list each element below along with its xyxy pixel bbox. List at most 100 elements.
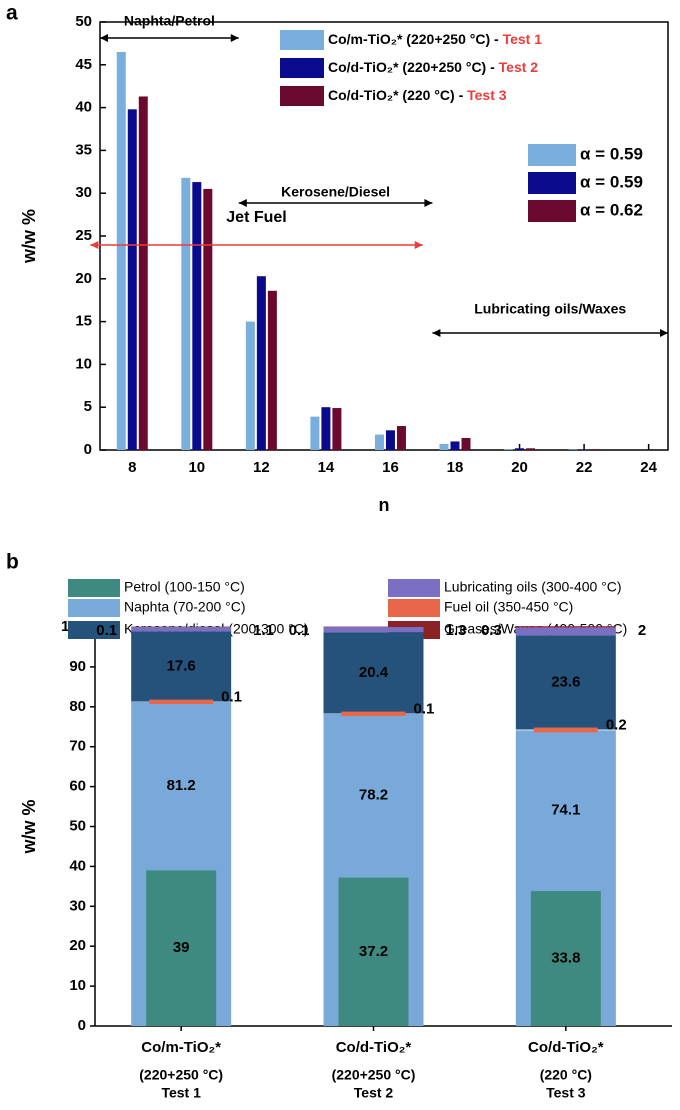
- range-label: Kerosene/Diesel: [281, 184, 390, 200]
- x-tick-test: Test 3: [546, 1085, 586, 1101]
- x-tick-label: 14: [318, 459, 335, 476]
- bar: [450, 441, 460, 450]
- arrow-head: [414, 241, 423, 249]
- bar: [116, 51, 126, 451]
- x-tick-condition: (220+250 °C): [139, 1067, 223, 1083]
- panel-letter: a: [6, 2, 18, 25]
- alpha-swatch: [528, 172, 576, 194]
- legend-swatch: [68, 621, 120, 639]
- bar: [203, 188, 213, 451]
- data-label: 81.2: [167, 777, 196, 794]
- data-label: 0.1: [289, 622, 310, 639]
- data-label: 17.6: [167, 657, 196, 674]
- bar-segment: [323, 632, 424, 714]
- data-label: 23.6: [551, 673, 580, 690]
- x-tick-condition: (220+250 °C): [332, 1067, 416, 1083]
- bar: [504, 449, 514, 450]
- y-tick-label: 10: [69, 977, 86, 994]
- data-label: 78.2: [359, 787, 388, 804]
- alpha-label: α = 0.59: [580, 172, 643, 191]
- bar-segment: [533, 727, 598, 733]
- bar: [267, 290, 277, 450]
- bar: [245, 321, 255, 450]
- bar: [332, 408, 342, 450]
- bar: [256, 276, 266, 450]
- data-label: 0.3: [481, 622, 502, 639]
- arrow-head: [424, 199, 433, 207]
- legend-label: Lubricating oils (300-400 °C): [444, 579, 622, 595]
- bar-segment: [530, 891, 601, 1026]
- x-tick-condition: (220 °C): [540, 1067, 592, 1083]
- y-tick-label: 20: [75, 270, 92, 287]
- y-tick-label: 45: [75, 56, 92, 73]
- bar-segment: [515, 626, 616, 628]
- y-tick-label: 40: [75, 99, 92, 116]
- y-tick-label: 60: [69, 778, 86, 795]
- y-tick-label: 25: [75, 227, 92, 244]
- data-label: 0.2: [606, 717, 627, 734]
- legend-label: Co/d-TiO₂* (220 °C) - Test 3: [328, 87, 507, 103]
- bar: [127, 109, 137, 450]
- legend-swatch: [280, 58, 324, 78]
- y-tick-label: 40: [69, 857, 86, 874]
- x-tick-label: Co/d-TiO₂*: [336, 1039, 412, 1056]
- x-tick-label: 24: [640, 459, 657, 476]
- x-tick-label: 10: [188, 459, 205, 476]
- alpha-swatch: [528, 200, 576, 222]
- legend-swatch: [280, 30, 324, 50]
- bar: [181, 177, 191, 451]
- bar: [590, 449, 600, 450]
- y-tick-label: 0: [84, 441, 92, 458]
- y-tick-label: 90: [69, 658, 86, 675]
- bar: [192, 182, 202, 450]
- arrow-head: [238, 199, 247, 207]
- bar: [515, 448, 525, 450]
- y-tick-label: 50: [69, 817, 86, 834]
- data-label: 39: [173, 939, 190, 956]
- x-tick-test: Test 1: [161, 1085, 201, 1101]
- arrow-head: [100, 34, 108, 42]
- arrow-head: [230, 34, 239, 42]
- bar: [461, 438, 471, 450]
- y-axis-label: w/w %: [19, 209, 39, 264]
- arrow-head: [432, 329, 441, 337]
- y-tick-label: 0: [78, 1017, 86, 1034]
- y-tick-label: 35: [75, 141, 92, 158]
- range-label: Jet Fuel: [226, 209, 286, 226]
- legend-label: Co/d-TiO₂* (220+250 °C) - Test 2: [328, 59, 538, 75]
- panel-letter: b: [6, 551, 19, 574]
- x-tick-label: 8: [128, 459, 136, 476]
- legend-swatch: [280, 86, 324, 106]
- bar-segment: [131, 627, 232, 632]
- arrow-head: [660, 329, 668, 337]
- bar: [385, 430, 395, 450]
- x-tick-label: 16: [382, 459, 399, 476]
- y-tick-label: 30: [69, 897, 86, 914]
- legend-label: Fuel oil (350-450 °C): [444, 599, 573, 615]
- legend-swatch: [388, 579, 440, 597]
- data-label: 2: [638, 622, 646, 639]
- x-tick-label: 20: [511, 459, 528, 476]
- data-label: 0.1: [221, 689, 242, 706]
- data-label: 1.1: [253, 622, 274, 639]
- data-label: 74.1: [551, 802, 580, 819]
- bar-segment: [131, 631, 232, 702]
- y-axis-label: w/w %: [19, 799, 39, 854]
- legend-swatch: [68, 599, 120, 617]
- bar: [310, 416, 320, 450]
- y-tick-label: 50: [75, 13, 92, 30]
- y-tick-label: 70: [69, 738, 86, 755]
- range-label: Naphta/Petrol: [124, 13, 215, 29]
- y-tick-label: 15: [75, 313, 92, 330]
- bar-segment: [515, 627, 616, 636]
- bar-segment: [515, 635, 616, 730]
- alpha-label: α = 0.59: [580, 144, 643, 163]
- alpha-swatch: [528, 144, 576, 166]
- data-label: 0.1: [96, 622, 117, 639]
- y-tick-label: 20: [69, 937, 86, 954]
- x-tick-label: 22: [576, 459, 593, 476]
- legend-label: Petrol (100-150 °C): [124, 579, 245, 595]
- data-label: 33.8: [551, 950, 580, 967]
- y-tick-label: 30: [75, 184, 92, 201]
